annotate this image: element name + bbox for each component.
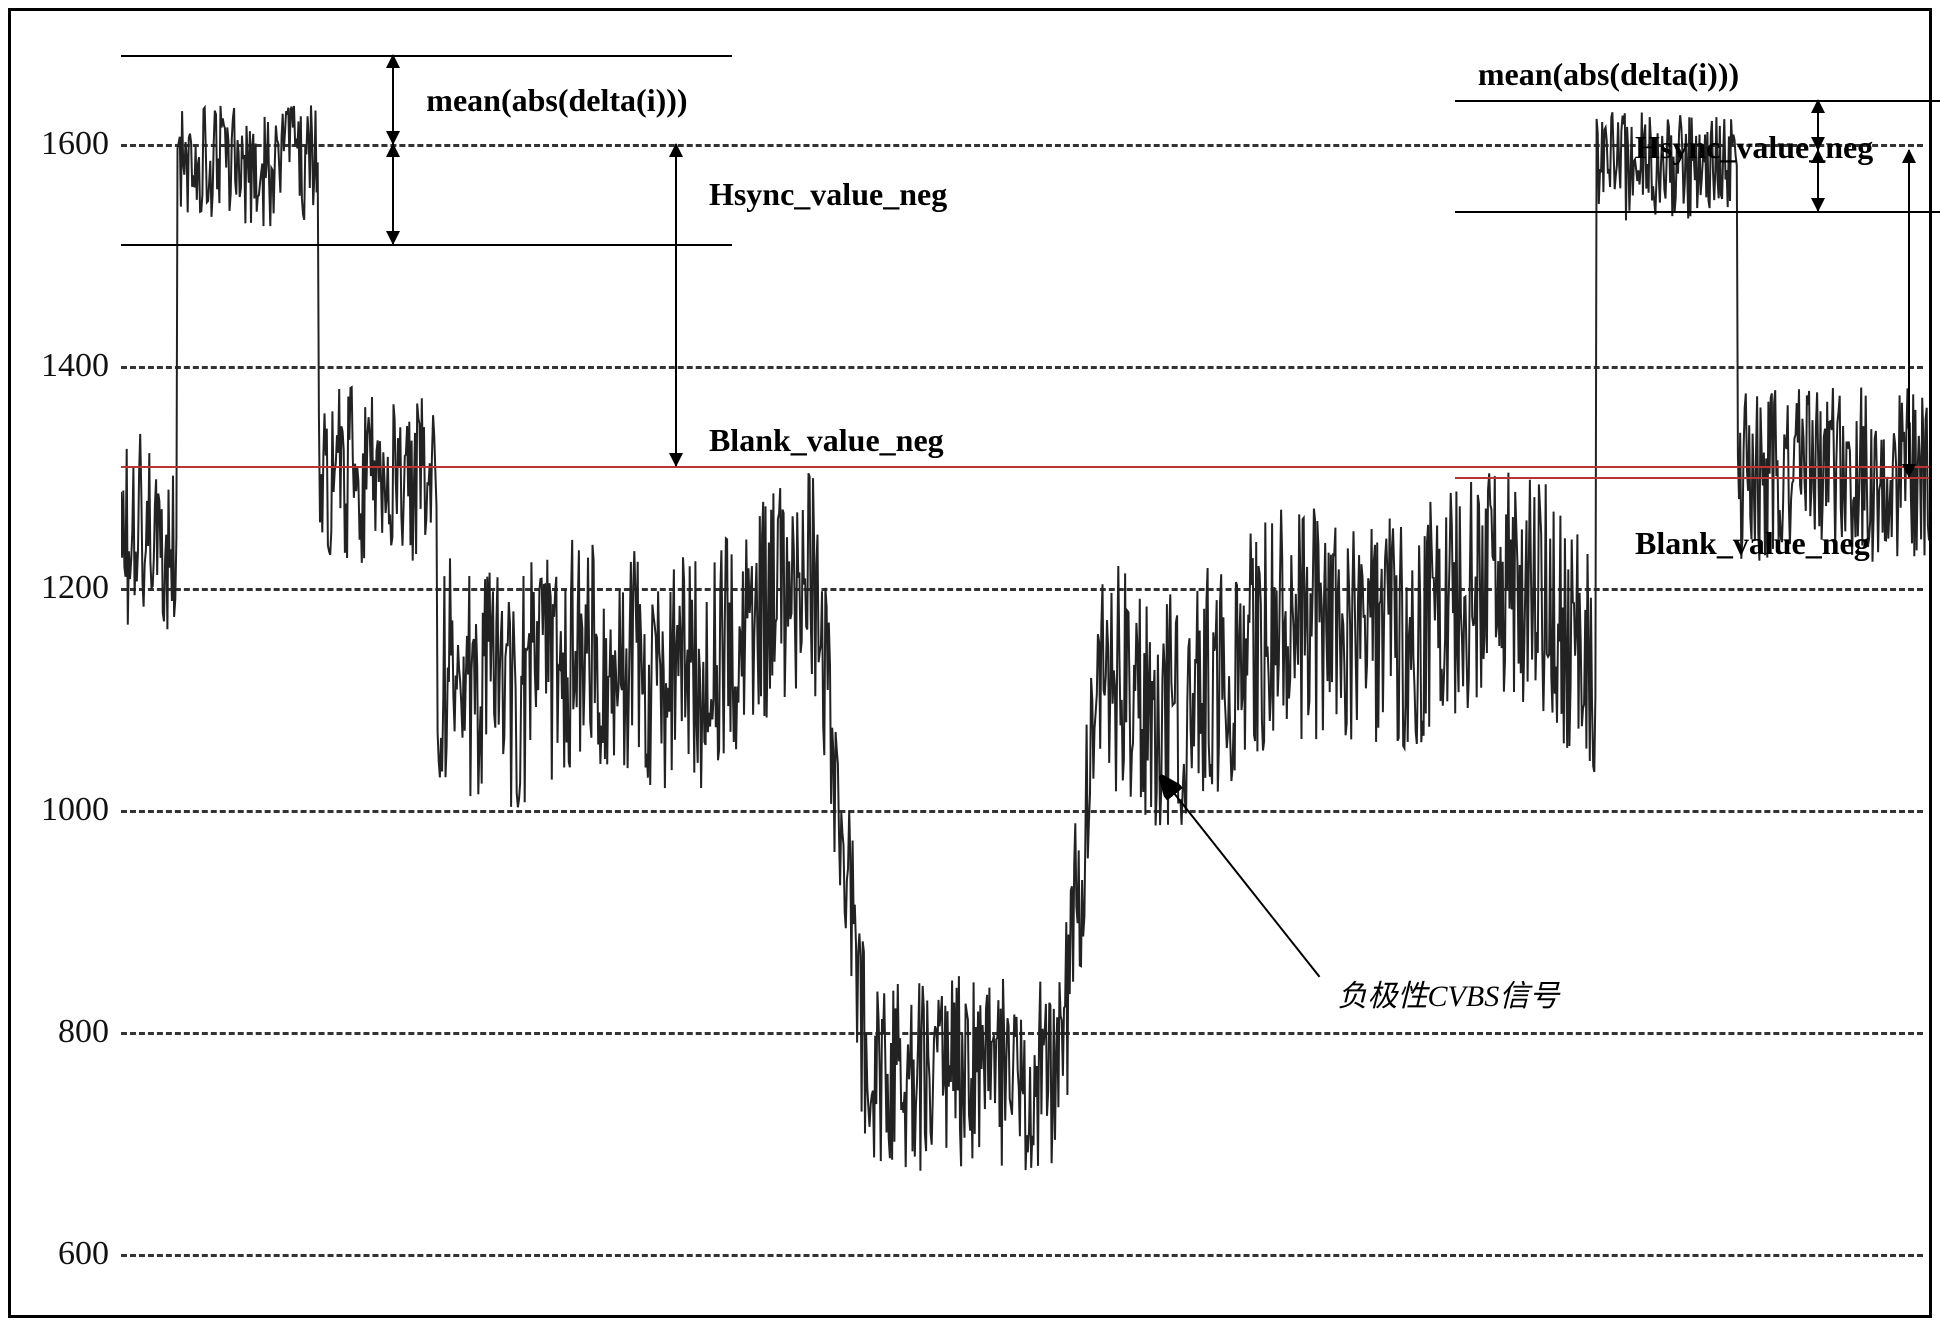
left-mean-arrow	[392, 55, 394, 144]
left-mean-line	[121, 55, 732, 57]
left-mean-label: mean(abs(delta(i)))	[426, 82, 687, 119]
left-hsync-arrow	[392, 144, 394, 244]
ytick-1000: 1000	[23, 791, 109, 829]
ytick-1200: 1200	[23, 569, 109, 607]
callout-text: 负极性CVBS信号	[1338, 971, 1560, 1015]
right-blank-arrow	[1908, 150, 1910, 478]
right-mean-label: mean(abs(delta(i)))	[1478, 56, 1739, 93]
right-hsync-label: Hsync_value_neg	[1635, 129, 1873, 166]
left-blank-arrow	[675, 144, 677, 466]
right-blank-label: Blank_value_neg	[1635, 525, 1870, 562]
right-mean-line	[1455, 100, 1940, 102]
ytick-1600: 1600	[23, 125, 109, 163]
chart-frame: 600 800 1000 1200 1400 1600 mean(abs(del…	[8, 8, 1932, 1318]
left-blank-label: Blank_value_neg	[709, 422, 944, 459]
right-mean-arrow	[1817, 100, 1819, 150]
left-blank-line	[121, 466, 1929, 468]
ytick-800: 800	[23, 1013, 109, 1051]
right-hsync-arrow	[1817, 150, 1819, 211]
left-hsync-label: Hsync_value_neg	[709, 176, 947, 213]
ytick-600: 600	[23, 1235, 109, 1273]
left-hsync-bottom-line	[121, 244, 732, 246]
right-blank-line	[1455, 477, 1929, 479]
ytick-1400: 1400	[23, 347, 109, 385]
right-hsync-bottom-line	[1455, 211, 1940, 213]
